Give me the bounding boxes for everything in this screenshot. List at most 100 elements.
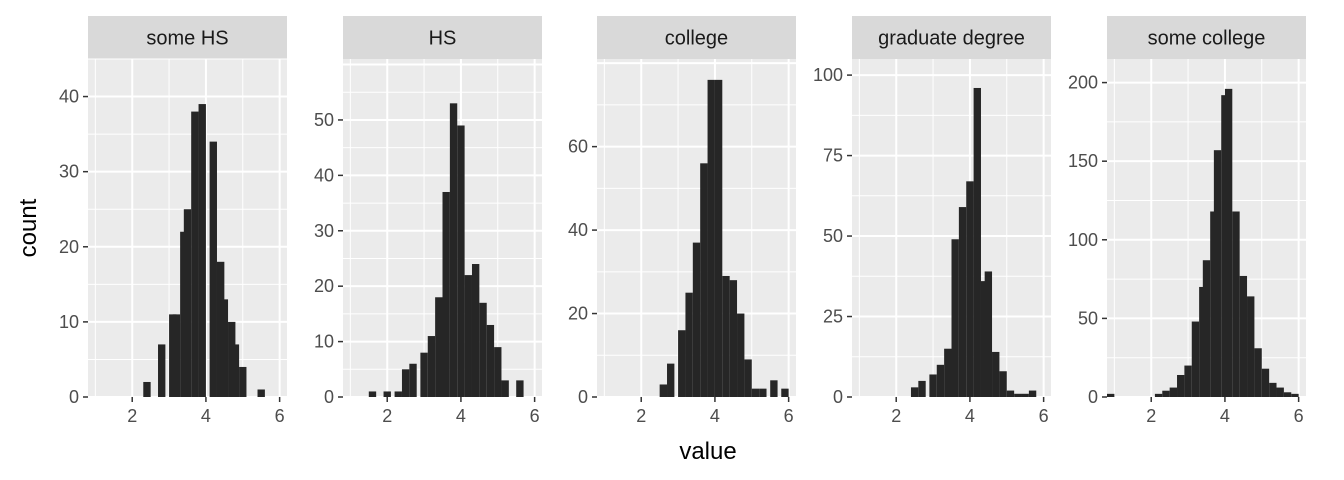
panel-1-strip (88, 16, 287, 59)
panel-4-histogram-bar (929, 374, 937, 397)
panel-2-y-tick-label: 30 (314, 221, 334, 241)
panel-2-x-tick-label: 4 (456, 406, 466, 426)
panel-5-histogram-bar (1291, 393, 1299, 397)
panel-5-x-tick-label: 2 (1146, 406, 1156, 426)
panel-2-y-tick-label: 50 (314, 110, 334, 130)
panel-5-strip (1107, 16, 1306, 59)
panel-4-y-tick-label: 50 (823, 226, 843, 246)
panel-2-histogram-bar (401, 369, 410, 397)
panel-2-histogram-bar (383, 391, 391, 397)
panel-1-x-tick-label: 2 (127, 406, 137, 426)
panel-5-x-tick-label: 4 (1220, 406, 1230, 426)
panel-4-histogram-bar (944, 348, 952, 397)
panel-5-histogram-bar (1276, 387, 1284, 397)
panel-2-strip (343, 16, 542, 59)
panel-5-histogram-bar (1191, 321, 1200, 397)
panel-4-y-tick-label: 25 (823, 307, 843, 327)
panel-4-y-tick-label: 100 (813, 65, 843, 85)
panel-3-y-tick-label: 0 (578, 387, 588, 407)
panel-3-histogram-bar (737, 313, 745, 397)
panel-5-y-tick-label: 200 (1068, 73, 1098, 93)
panel-5-y-tick-label: 100 (1068, 230, 1098, 250)
panel-1-histogram-bar (143, 381, 151, 397)
panel-5-y-tick-label: 150 (1068, 151, 1098, 171)
panel-5-histogram-bar (1169, 387, 1178, 397)
panel-3-strip-label: college (665, 28, 728, 50)
panel-4-y-tick-label: 75 (823, 146, 843, 166)
panel-2-y-tick-label: 10 (314, 332, 334, 352)
panel-2-y-tick-label: 0 (324, 387, 334, 407)
panel-2-histogram-bar (457, 125, 465, 397)
panel-5-histogram-bar (1232, 211, 1240, 397)
panel-4-histogram-bar (1021, 393, 1029, 397)
panel-3-y-tick-label: 20 (568, 304, 588, 324)
panel-2-histogram-bar (409, 363, 417, 397)
panel-1-y-tick-label: 40 (59, 87, 79, 107)
panel-3-histogram-bar (781, 388, 789, 397)
panel-1-y-tick-label: 0 (69, 387, 79, 407)
panel-4-histogram-bar (973, 87, 981, 397)
panel-3-strip (597, 16, 796, 59)
panel-2-histogram-bar (420, 352, 428, 397)
panel-4-strip (852, 16, 1051, 59)
panel-3-histogram-bar (744, 359, 752, 397)
panel-1-x-tick-label: 6 (275, 406, 285, 426)
panel-3-histogram-bar (729, 280, 738, 397)
panel-4-histogram-bar (1014, 393, 1022, 397)
panel-3-histogram-bar (659, 384, 668, 397)
panel-5-histogram-bar (1247, 296, 1255, 397)
panel-3-x-tick-label: 2 (636, 406, 646, 426)
panel-3-histogram-bar (770, 380, 778, 397)
panel-1-y-tick-label: 10 (59, 312, 79, 332)
panel-2-histogram-bar (471, 264, 480, 397)
panel-2-histogram-bar (501, 380, 509, 397)
panel-2-histogram-bar (464, 275, 472, 397)
panel-3-y-tick-label: 60 (568, 137, 588, 157)
panel-1-histogram-bar (183, 209, 192, 397)
panel-1-histogram-bar (220, 299, 229, 397)
panel-3-histogram-bar (759, 388, 767, 397)
panel-5-histogram-bar (1269, 382, 1277, 397)
panel-5-histogram-bar (1213, 150, 1222, 397)
panel-2-histogram-bar (449, 103, 458, 397)
panel-4-histogram-bar (966, 181, 974, 397)
panel-4-histogram-bar (951, 239, 959, 397)
panel-3-histogram-bar (685, 292, 693, 397)
panel-2-histogram-bar (368, 391, 377, 397)
panel-5-histogram-bar (1107, 393, 1115, 397)
panel-2-x-tick-label: 2 (382, 406, 392, 426)
panel-5-y-tick-label: 0 (1088, 387, 1098, 407)
panel-5-histogram-bar (1184, 365, 1192, 397)
panel-4-x-tick-label: 2 (891, 406, 901, 426)
panel-3-histogram-bar (714, 79, 723, 397)
panel-2-histogram-bar (394, 391, 402, 397)
panel-2-histogram-bar (435, 297, 443, 397)
panel-5-histogram-bar (1177, 374, 1185, 397)
panel-1-histogram-bar (172, 314, 181, 397)
panel-2-histogram-bar (486, 324, 495, 397)
panel-2-y-tick-label: 40 (314, 165, 334, 185)
panel-3-histogram-bar (751, 388, 760, 397)
panel-1-histogram-bar (216, 261, 225, 397)
panel-1-histogram-bar (198, 104, 206, 398)
panel-1-histogram-bar (191, 111, 199, 398)
panel-1-y-tick-label: 30 (59, 162, 79, 182)
panel-5-histogram-bar (1162, 390, 1170, 397)
x-axis-title: value (679, 438, 736, 465)
panel-5-histogram-bar (1154, 393, 1163, 397)
panel-4-histogram-bar (992, 351, 1000, 397)
panel-5-histogram-bar (1254, 348, 1262, 397)
panel-5-strip-label: some college (1148, 28, 1266, 50)
panel-3-histogram-bar (700, 163, 708, 397)
panel-1-histogram-bar (257, 389, 265, 397)
panel-1-y-tick-label: 20 (59, 237, 79, 257)
panel-4-histogram-bar (984, 271, 993, 397)
panel-4-x-tick-label: 4 (965, 406, 975, 426)
panel-3-histogram-bar (667, 363, 675, 397)
panel-4-x-tick-label: 6 (1039, 406, 1049, 426)
panel-3-histogram-bar (707, 79, 715, 397)
y-axis-title: count (15, 198, 42, 257)
panel-2-y-tick-label: 20 (314, 276, 334, 296)
panel-4-strip-label: graduate degree (878, 28, 1025, 50)
